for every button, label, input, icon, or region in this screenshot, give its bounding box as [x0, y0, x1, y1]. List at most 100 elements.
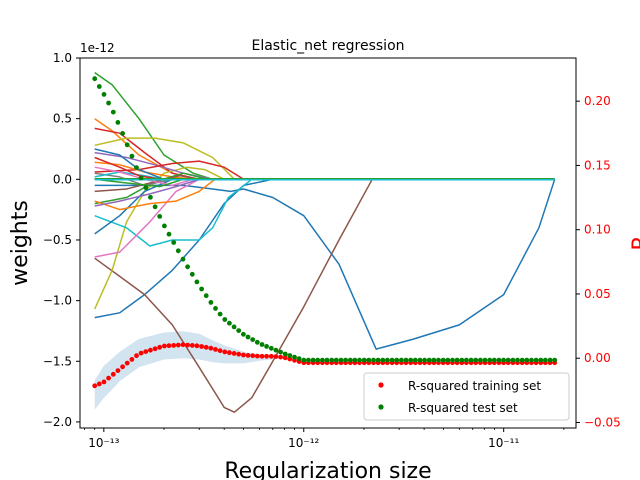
test-point-79 [454, 357, 460, 363]
weight-line-20 [94, 148, 165, 180]
y-tick-label: 1.0 [53, 51, 72, 65]
training-point-32 [236, 351, 242, 357]
test-point-90 [505, 357, 511, 363]
test-point-82 [468, 357, 474, 363]
y-offset-label: 1e-12 [80, 41, 115, 55]
test-point-75 [436, 357, 441, 363]
test-point-45 [296, 356, 302, 361]
test-point-31 [231, 324, 237, 330]
test-point-25 [203, 293, 209, 299]
test-point-66 [394, 357, 400, 363]
training-point-11 [138, 350, 144, 356]
test-point-77 [445, 357, 451, 363]
test-point-2 [96, 84, 102, 89]
training-point-39 [268, 353, 274, 359]
test-point-83 [473, 357, 479, 363]
test-point-17 [166, 231, 172, 237]
test-point-96 [533, 357, 539, 363]
test-point-43 [287, 353, 293, 358]
test-point-88 [496, 357, 502, 363]
training-point-33 [241, 352, 246, 358]
training-point-41 [278, 354, 283, 360]
test-point-76 [440, 357, 446, 363]
weight-line-3 [94, 178, 373, 413]
training-point-35 [250, 353, 256, 359]
weight-line-19 [94, 178, 216, 211]
test-point-62 [375, 357, 381, 363]
training-point-13 [148, 347, 153, 353]
training-point-24 [199, 344, 205, 349]
y2-tick-label: 0.20 [584, 94, 611, 108]
test-point-95 [529, 357, 534, 363]
test-point-50 [320, 357, 325, 363]
training-point-2 [96, 381, 102, 387]
test-point-26 [208, 300, 214, 305]
training-point-14 [152, 346, 158, 352]
test-point-5 [110, 109, 116, 115]
test-point-69 [408, 357, 414, 363]
y-tick-label: −2.0 [43, 415, 72, 429]
test-point-7 [120, 131, 125, 136]
weight-line-24 [94, 156, 160, 181]
test-point-40 [273, 347, 279, 353]
training-point-20 [180, 342, 186, 348]
test-point-80 [459, 357, 465, 363]
test-point-49 [315, 357, 321, 363]
test-point-27 [213, 306, 218, 311]
test-point-70 [412, 357, 418, 363]
test-point-12 [143, 185, 149, 191]
training-point-42 [282, 355, 288, 361]
legend-marker-training [378, 382, 384, 388]
training-point-6 [115, 368, 121, 373]
test-point-100 [552, 357, 558, 363]
plot-body [92, 71, 558, 413]
training-point-38 [264, 353, 269, 359]
training-point-36 [254, 353, 260, 359]
test-point-20 [180, 256, 186, 262]
test-point-39 [268, 345, 274, 351]
training-point-18 [171, 343, 177, 348]
weight-line-18 [94, 171, 165, 181]
test-point-32 [236, 328, 242, 333]
test-point-73 [426, 357, 432, 363]
test-point-97 [538, 357, 544, 363]
test-point-81 [464, 357, 469, 363]
x-tick-label: 10⁻¹² [288, 436, 319, 450]
test-point-46 [301, 357, 307, 363]
test-point-9 [129, 153, 135, 159]
weight-line-2 [94, 179, 556, 350]
test-point-78 [450, 357, 455, 363]
test-point-23 [194, 279, 200, 285]
plot-area [92, 71, 558, 413]
training-point-43 [287, 356, 293, 362]
training-point-27 [213, 347, 218, 352]
training-point-40 [273, 354, 279, 359]
x-tick-label: 10⁻¹³ [88, 436, 119, 450]
training-point-30 [227, 350, 232, 356]
training-point-8 [124, 360, 130, 366]
training-point-16 [162, 343, 167, 349]
test-point-29 [222, 317, 228, 322]
test-point-35 [250, 337, 256, 342]
test-point-57 [352, 357, 358, 363]
training-point-28 [217, 348, 223, 354]
weight-line-8 [94, 137, 235, 180]
axis-ticks: 1.0 0.5 0.0 −0.5 −1.0 −1.5 −2.0 0.20 0.15 0.10 0.0… [43, 51, 621, 450]
weight-line-22 [94, 178, 184, 188]
test-point-72 [422, 357, 427, 363]
axes-frame [79, 57, 577, 429]
weight-line-12 [94, 160, 244, 180]
test-point-28 [217, 311, 223, 317]
test-point-56 [347, 357, 353, 363]
training-point-29 [222, 349, 228, 355]
legend-label-training: R-squared training set [408, 379, 541, 393]
test-point-84 [478, 357, 483, 363]
y2-tick-label: 0.00 [584, 351, 611, 365]
y-tick-label: −0.5 [43, 233, 72, 247]
weight-line-10 [94, 178, 200, 258]
y-axis-label: weights [8, 200, 33, 286]
test-point-47 [306, 357, 311, 363]
test-point-92 [515, 357, 520, 363]
series-test [92, 76, 558, 363]
